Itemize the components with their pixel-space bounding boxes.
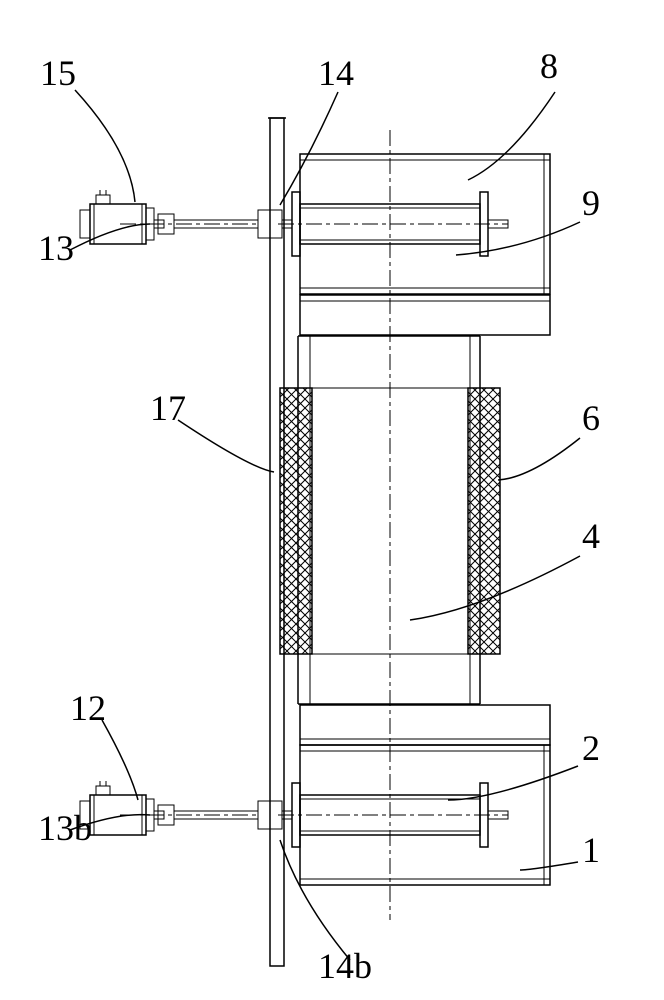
label-8: 8 xyxy=(540,46,558,86)
label-14b: 14b xyxy=(318,946,372,986)
leader-6 xyxy=(498,438,580,480)
leader-14b xyxy=(280,840,350,960)
label-13b: 13b xyxy=(38,808,92,848)
leader-12 xyxy=(102,720,138,800)
label-14: 14 xyxy=(318,53,354,93)
label-9: 9 xyxy=(582,183,600,223)
label-4: 4 xyxy=(582,516,600,556)
label-1: 1 xyxy=(582,830,600,870)
leader-13 xyxy=(70,224,150,250)
leader-4 xyxy=(410,556,580,620)
label-13: 13 xyxy=(38,228,74,268)
label-17: 17 xyxy=(150,388,186,428)
label-15: 15 xyxy=(40,53,76,93)
leader-15 xyxy=(75,90,135,202)
leader-14 xyxy=(280,92,338,205)
label-6: 6 xyxy=(582,398,600,438)
leader-8 xyxy=(468,92,555,180)
leader-9 xyxy=(456,222,580,255)
label-2: 2 xyxy=(582,728,600,768)
leader-1 xyxy=(520,862,578,870)
leader-17 xyxy=(178,420,274,472)
label-12: 12 xyxy=(70,688,106,728)
